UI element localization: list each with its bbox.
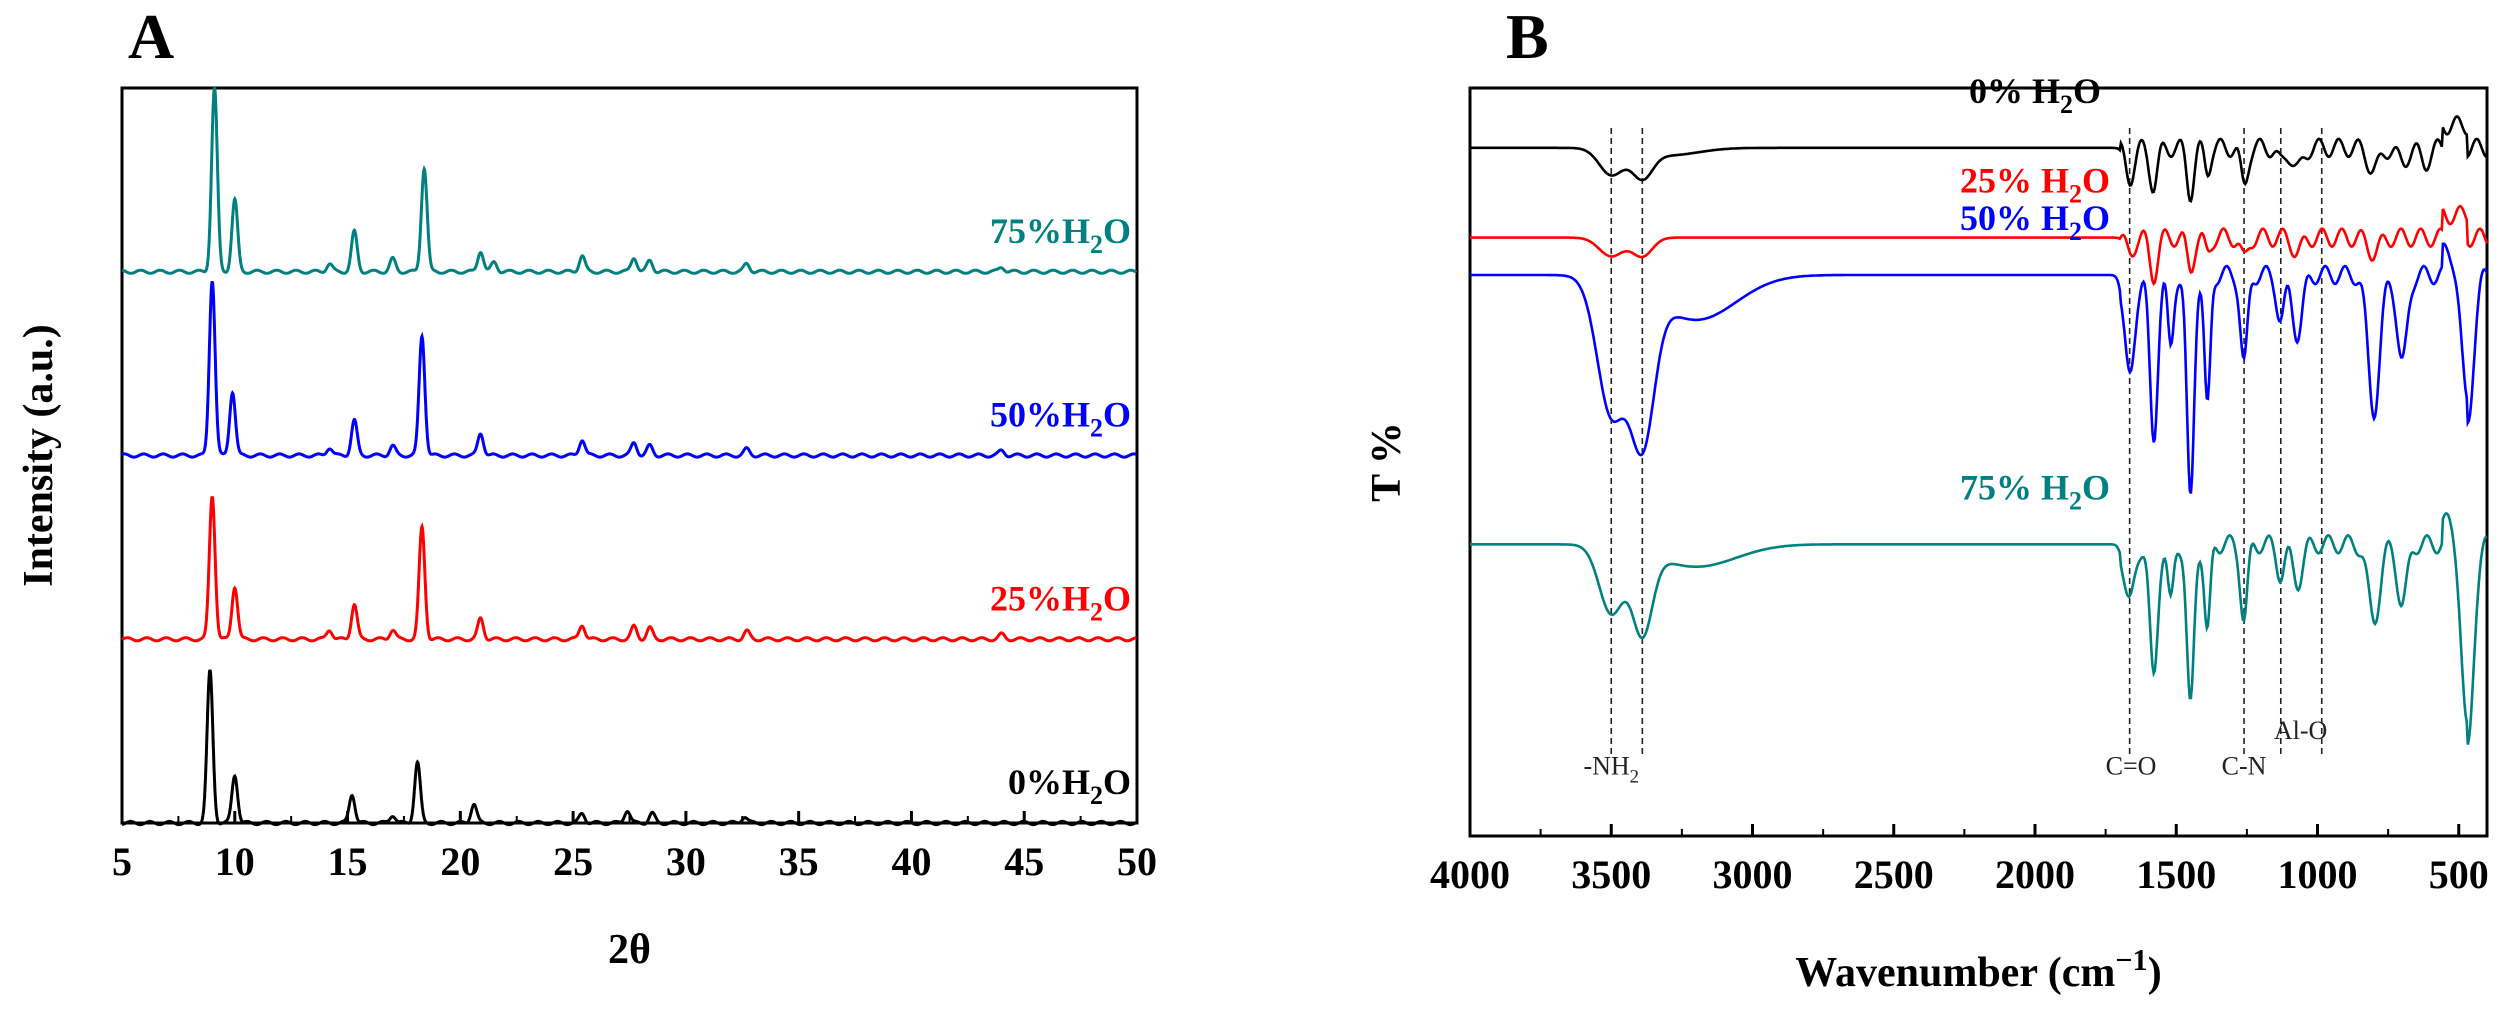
series-line-3 [121,87,1138,275]
x-tick-label: 45 [1004,839,1044,884]
plot-frame-b [1468,86,2489,838]
series-label-1: 25% H2O [1960,161,2110,209]
series-label-2: 50% H2O [1960,198,2110,246]
x-tick-label: 3000 [1713,852,1793,897]
x-tick-label: 15 [328,839,368,884]
x-tick-label: 40 [891,839,931,884]
series-line-1 [1470,204,2489,287]
panel-b-letter: B [1506,1,1549,72]
series-line-0 [121,669,1138,827]
panel-a-letter: A [128,1,175,72]
x-tick-label: 2000 [1995,852,2075,897]
x-tick-label: 5 [112,839,132,884]
series-label-2: 50%H2O [990,395,1131,443]
band-annotation-0: -NH2 [1583,752,1639,788]
x-axis-label: 2θ [608,927,651,973]
x-tick-label: 1000 [2278,852,2358,897]
series-label-3: 75%H2O [990,211,1131,259]
series-label-0: 0%H2O [1008,762,1131,810]
x-tick-label: 50 [1117,839,1157,884]
x-tick-label: 1500 [2136,852,2216,897]
x-tick-label: 2500 [1854,852,1934,897]
band-annotation-1: C=O [2106,752,2157,781]
series-label-1: 25%H2O [990,578,1131,626]
y-axis-label: Intensity (a.u.) [16,324,62,587]
x-tick-label: 20 [440,839,480,884]
band-annotation-3: Al-O [2274,716,2327,745]
x-tick-label: 3500 [1571,852,1651,897]
series-line-1 [121,496,1137,643]
x-tick-label: 35 [779,839,819,884]
series-label-0: 0% H2O [1969,71,2101,119]
x-tick-label: 500 [2429,852,2489,897]
series-line-0 [1470,115,2488,203]
series-line-3 [1470,511,2488,745]
series-line-2 [1470,242,2489,494]
x-tick-label: 25 [553,839,593,884]
x-tick-label: 4000 [1430,852,1510,897]
y-axis-label: T % [1364,422,1410,502]
x-tick-label: 30 [666,839,706,884]
series-line-2 [121,280,1138,459]
x-axis-label: Wavenumber (cm−1) [1795,943,2161,996]
x-tick-label: 10 [215,839,255,884]
band-annotation-2: C-N [2222,752,2267,781]
series-label-3: 75% H2O [1960,467,2110,515]
